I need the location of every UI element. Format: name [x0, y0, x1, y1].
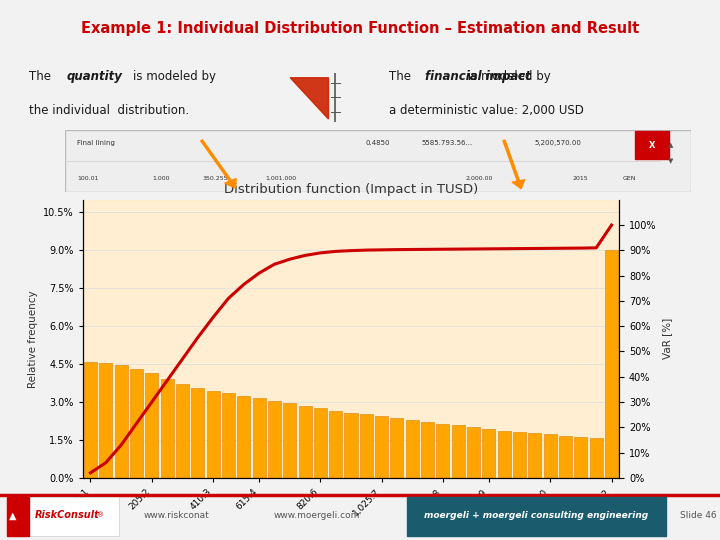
Y-axis label: Relative frequency: Relative frequency: [27, 290, 37, 388]
Bar: [375, 416, 388, 478]
Bar: [329, 411, 342, 478]
Bar: [482, 429, 495, 478]
Text: ®: ®: [97, 512, 104, 518]
Text: www.moergeli.com: www.moergeli.com: [274, 511, 360, 520]
Bar: [7, 497, 29, 536]
Text: 5,200,570.00: 5,200,570.00: [534, 140, 582, 146]
Text: a deterministic value: 2,000 USD: a deterministic value: 2,000 USD: [389, 104, 584, 117]
Bar: [84, 362, 97, 478]
Bar: [222, 393, 235, 478]
Text: ▲: ▲: [9, 510, 16, 521]
Bar: [360, 414, 373, 478]
Bar: [253, 399, 266, 478]
Text: RiskConsult: RiskConsult: [35, 510, 99, 521]
Bar: [436, 423, 449, 478]
Bar: [559, 436, 572, 478]
Bar: [237, 396, 251, 478]
Text: the individual  distribution.: the individual distribution.: [29, 104, 189, 117]
Text: Final lining: Final lining: [77, 140, 115, 146]
Title: Distribution function (Impact in TUSD): Distribution function (Impact in TUSD): [224, 183, 478, 196]
Text: Example 1: Individual Distribution Function – Estimation and Result: Example 1: Individual Distribution Funct…: [81, 21, 639, 36]
Text: www.riskconat: www.riskconat: [144, 511, 210, 520]
Text: 2,000.00: 2,000.00: [466, 176, 493, 180]
Text: 0.4850: 0.4850: [366, 140, 390, 146]
Bar: [390, 418, 403, 478]
Bar: [176, 384, 189, 478]
Bar: [407, 497, 666, 536]
Bar: [130, 369, 143, 478]
Bar: [7, 497, 119, 536]
Bar: [145, 373, 158, 478]
Bar: [451, 426, 465, 478]
Text: is modeled by: is modeled by: [133, 70, 216, 83]
Text: Slide 46: Slide 46: [680, 511, 717, 520]
Bar: [590, 438, 603, 478]
Bar: [99, 363, 112, 478]
Text: ▼: ▼: [668, 158, 673, 164]
Bar: [635, 131, 670, 159]
Text: ▲: ▲: [668, 142, 673, 148]
Bar: [299, 406, 312, 478]
Text: X: X: [649, 140, 655, 150]
Text: 100.01: 100.01: [77, 176, 99, 180]
Y-axis label: VaR [%]: VaR [%]: [662, 318, 672, 360]
Bar: [406, 420, 419, 478]
Text: 1,001.000: 1,001.000: [265, 176, 297, 180]
Text: is modeled by: is modeled by: [389, 70, 551, 83]
Text: 2015: 2015: [572, 176, 588, 180]
Text: The: The: [29, 70, 55, 83]
Text: quantity: quantity: [67, 70, 123, 83]
Bar: [192, 388, 204, 478]
Bar: [161, 379, 174, 478]
Bar: [528, 433, 541, 478]
Polygon shape: [290, 78, 328, 119]
Bar: [467, 427, 480, 478]
Bar: [344, 413, 358, 478]
Bar: [498, 430, 510, 478]
Bar: [114, 366, 127, 478]
Text: GEN: GEN: [622, 176, 636, 180]
Bar: [207, 390, 220, 478]
Bar: [421, 422, 434, 478]
FancyBboxPatch shape: [65, 130, 691, 192]
Bar: [268, 401, 281, 478]
Bar: [575, 437, 588, 478]
Text: financial impact: financial impact: [425, 70, 531, 83]
Bar: [283, 403, 296, 478]
Text: moergeli + moergeli consulting engineering: moergeli + moergeli consulting engineeri…: [424, 511, 649, 520]
Text: 5585.793.56...: 5585.793.56...: [422, 140, 473, 146]
Text: 1.000: 1.000: [153, 176, 170, 180]
Bar: [605, 251, 618, 478]
Bar: [314, 408, 327, 478]
Bar: [544, 434, 557, 478]
Text: 350.255: 350.255: [202, 176, 228, 180]
Bar: [513, 432, 526, 478]
Text: The: The: [389, 70, 415, 83]
